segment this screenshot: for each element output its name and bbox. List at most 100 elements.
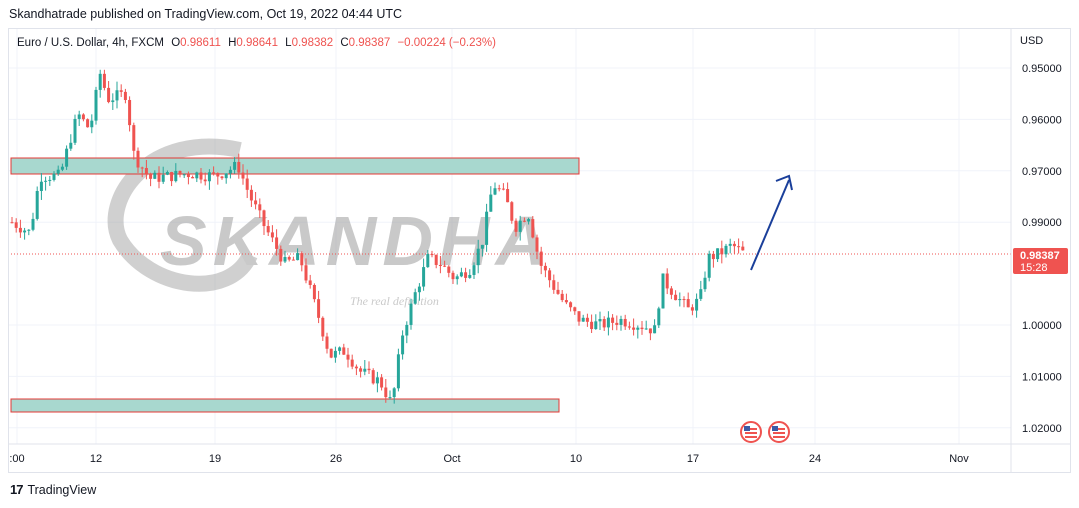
candle <box>102 69 106 91</box>
us-flag-icon-1 <box>740 421 762 443</box>
candle <box>300 251 304 272</box>
candle <box>90 114 94 134</box>
legend-c-label: C <box>340 37 348 49</box>
candle <box>182 173 186 179</box>
footer-brand: TradingView <box>27 482 97 497</box>
candle <box>388 390 392 400</box>
candle <box>237 153 241 179</box>
watermark: SKANDHA The real definition <box>107 138 552 308</box>
candle <box>527 217 531 225</box>
legend-h-value: 0.98641 <box>236 37 278 49</box>
us-flag-icon-2 <box>768 421 790 443</box>
candle <box>65 145 69 170</box>
candle <box>447 265 451 278</box>
candle <box>287 255 291 262</box>
time-tick-label: 10 <box>570 453 582 465</box>
candle <box>602 316 606 331</box>
legend-h-label: H <box>228 37 236 49</box>
candle <box>270 225 274 243</box>
candle <box>627 321 631 330</box>
candle <box>590 314 594 334</box>
candle <box>77 110 81 126</box>
candle <box>115 81 119 109</box>
candle <box>476 239 480 274</box>
candle <box>170 171 174 187</box>
candle <box>144 159 148 180</box>
projection-arrow <box>750 174 793 271</box>
candle <box>174 163 178 183</box>
candle <box>224 173 228 184</box>
candle <box>703 271 707 292</box>
candle <box>548 268 552 288</box>
candle <box>472 262 476 279</box>
candle <box>615 315 619 331</box>
candle <box>56 165 60 176</box>
candle <box>191 175 195 179</box>
watermark-tagline: The real definition <box>350 294 439 308</box>
candle <box>522 217 526 223</box>
candle <box>690 304 694 316</box>
candle <box>254 191 258 210</box>
price-tick-label: 1.01000 <box>1022 371 1062 383</box>
candle <box>413 288 417 305</box>
candle <box>480 244 484 257</box>
legend-o-value: 0.98611 <box>180 37 221 49</box>
candle <box>644 320 648 330</box>
candle <box>73 114 77 145</box>
candle <box>161 166 165 184</box>
footer[interactable]: 17 TradingView <box>10 482 96 497</box>
candlestick-chart[interactable]: SKANDHA The real definition Euro / U.S. … <box>0 0 1079 478</box>
time-tick-label: 17 <box>687 453 699 465</box>
candle <box>510 201 514 224</box>
candle <box>228 166 232 179</box>
candle <box>94 86 98 125</box>
price-tick-label: 1.00000 <box>1022 320 1062 332</box>
watermark-text: SKANDHA <box>160 202 552 280</box>
candle <box>598 311 602 330</box>
price-axis-ticks: 1.02000 1.01000 1.00000 0.99000 0.97000 0.960… <box>1022 63 1062 435</box>
price-tick-label: 1.02000 <box>1022 423 1062 435</box>
tradingview-logo-icon: 17 <box>10 482 24 497</box>
candle <box>438 255 442 274</box>
candle <box>69 134 73 151</box>
candle <box>451 270 455 284</box>
candle <box>233 157 237 174</box>
candle <box>514 218 518 237</box>
candle <box>564 293 568 305</box>
candle <box>409 298 413 330</box>
support-zone <box>10 398 560 413</box>
candle <box>543 262 547 278</box>
candle <box>48 176 52 186</box>
candle <box>275 229 279 256</box>
chart-frame[interactable] <box>8 28 1071 473</box>
candle <box>10 217 14 224</box>
candle <box>455 274 459 285</box>
candle <box>338 346 342 355</box>
candle <box>707 250 711 282</box>
last-price-label: 0.98387 15:28 <box>1013 248 1068 274</box>
candle <box>35 186 39 221</box>
candle <box>18 219 22 238</box>
candle <box>539 246 543 275</box>
candle <box>640 320 644 335</box>
candle <box>39 173 43 200</box>
candle <box>354 364 358 376</box>
legend: Euro / U.S. Dollar, 4h, FXCM O0.98611 H0… <box>17 37 496 49</box>
candle <box>207 169 211 190</box>
candle <box>329 348 333 359</box>
candle <box>422 258 426 291</box>
candle <box>552 274 556 294</box>
candle <box>661 273 665 309</box>
candle <box>128 96 132 132</box>
candle <box>682 296 686 308</box>
candle <box>333 346 337 363</box>
candle <box>258 198 262 219</box>
candle <box>594 314 598 330</box>
candle <box>165 170 169 176</box>
candle <box>623 314 627 330</box>
candle <box>375 371 379 393</box>
candle <box>653 319 657 334</box>
candle <box>392 387 396 404</box>
candle <box>212 166 216 176</box>
candle <box>493 182 497 196</box>
